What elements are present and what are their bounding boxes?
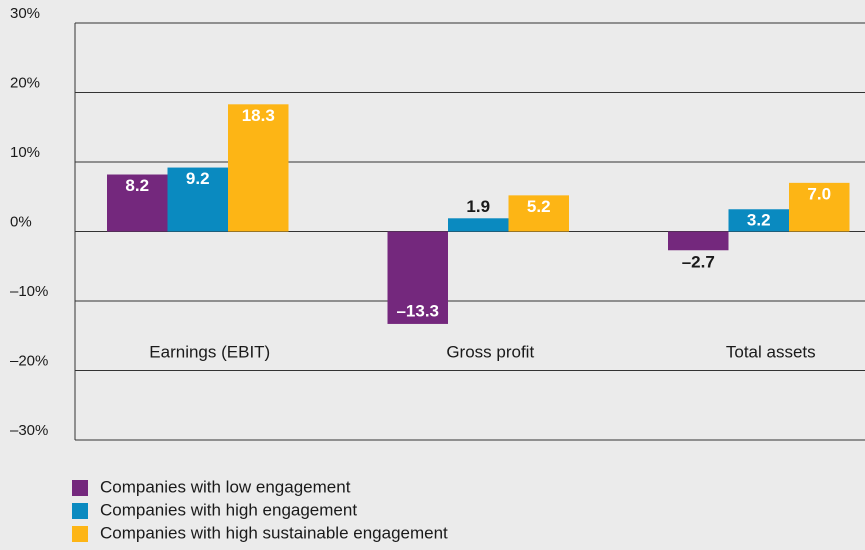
legend-swatch: [72, 480, 88, 496]
data-label: 7.0: [807, 184, 831, 203]
y-tick-label: 30%: [10, 5, 40, 22]
legend-swatch: [72, 526, 88, 542]
legend-label: Companies with high engagement: [100, 500, 357, 519]
bar: [728, 209, 789, 232]
legend-label: Companies with low engagement: [100, 477, 351, 496]
y-tick-label: 10%: [10, 144, 40, 161]
bar: [167, 167, 228, 232]
legend-label: Companies with high sustainable engageme…: [100, 523, 448, 542]
data-label: –2.7: [682, 253, 715, 272]
y-tick-label: –30%: [10, 422, 48, 439]
bar: [387, 231, 448, 324]
data-label: 5.2: [527, 197, 551, 216]
x-tick-label: Total assets: [726, 343, 816, 362]
bar: [508, 195, 569, 232]
y-tick-label: –20%: [10, 352, 48, 369]
data-label: 8.2: [125, 176, 149, 195]
bar: [107, 174, 168, 232]
data-label: 1.9: [466, 197, 490, 216]
data-label: 9.2: [186, 169, 210, 188]
legend-swatch: [72, 503, 88, 519]
x-tick-label: Gross profit: [446, 343, 534, 362]
data-label: 18.3: [242, 106, 275, 125]
x-tick-label: Earnings (EBIT): [149, 343, 270, 362]
data-label: 3.2: [747, 211, 771, 230]
y-tick-label: 20%: [10, 74, 40, 91]
bar: [228, 104, 289, 232]
y-tick-label: –10%: [10, 283, 48, 300]
bar: [448, 218, 509, 232]
bar: [668, 231, 729, 251]
y-tick-label: 0%: [10, 213, 32, 230]
data-label: –13.3: [396, 301, 439, 320]
bar: [789, 182, 850, 232]
